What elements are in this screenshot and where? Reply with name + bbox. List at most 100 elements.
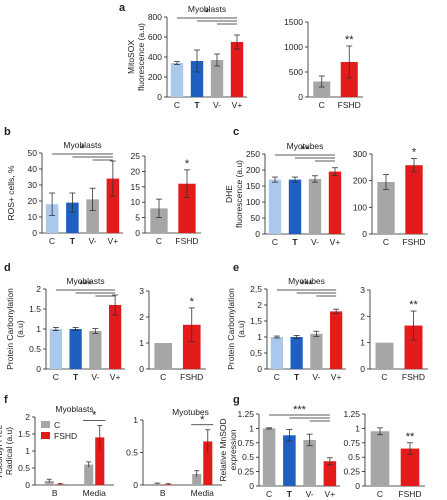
y-tick-label: 0 — [36, 364, 41, 374]
significance-marker: * — [185, 158, 190, 170]
y-axis-label: fluorescence (a.u) — [234, 160, 244, 228]
y-tick-label: 800 — [148, 12, 162, 22]
panel-letter-f: f — [4, 394, 8, 406]
x-tick-label: V- — [89, 236, 97, 246]
bar-c — [154, 343, 173, 369]
bar-c — [313, 81, 331, 97]
bar-c — [268, 179, 282, 234]
y-axis-label: Radical (a.u) — [4, 427, 14, 475]
bar-fshd — [340, 62, 358, 97]
y-axis-label: MitoSOX — [126, 40, 136, 74]
y-tick-label: 1500 — [284, 17, 303, 27]
y-tick-label: 5 — [135, 213, 140, 223]
significance-marker: ** — [301, 144, 310, 156]
y-tick-label: 0 — [362, 229, 367, 239]
y-tick-label: 0 — [355, 481, 360, 491]
y-axis-label: Ascorbyl Free — [0, 425, 4, 478]
legend-swatch-c — [41, 421, 50, 428]
y-tick-label: 2 — [25, 412, 30, 422]
y-tick-label: 1 — [139, 338, 144, 348]
y-tick-label: 600 — [148, 32, 162, 42]
bar-vminus — [86, 199, 99, 233]
y-axis-label: (a.u) — [236, 320, 246, 338]
bar-c — [262, 428, 276, 486]
y-tick-label: 3 — [139, 286, 144, 296]
y-tick-label: 15 — [131, 182, 141, 192]
x-tick-label: C — [272, 237, 278, 247]
bar-c-media — [192, 473, 202, 485]
bar-c — [270, 337, 283, 369]
x-tick-label: V- — [306, 489, 314, 499]
y-axis-label: Protein Carbonylation — [226, 288, 236, 370]
x-tick-label: C — [49, 236, 55, 246]
panel-letter-c: c — [233, 126, 239, 138]
x-tick-label: T — [294, 372, 300, 382]
x-tick-label: Media — [191, 488, 214, 498]
y-tick-label: 0.75 — [237, 438, 254, 448]
bar-fshd — [400, 448, 420, 486]
y-tick-label: 0.25 — [343, 467, 360, 477]
x-tick-label: T — [70, 236, 76, 246]
bar-fshd-media — [95, 437, 105, 485]
x-tick-label: V- — [311, 237, 319, 247]
bar-vplus — [109, 305, 122, 369]
x-tick-label: V+ — [110, 372, 121, 382]
bar-vplus — [328, 171, 342, 234]
significance-marker: * — [200, 414, 205, 426]
panel-letter-b: b — [4, 126, 11, 138]
bar-vminus — [89, 331, 102, 369]
legend-label: C — [54, 420, 60, 430]
y-tick-label: 1 — [36, 324, 41, 334]
bar-t — [66, 202, 79, 233]
bar-c — [150, 208, 168, 233]
panel-letter-g: g — [233, 394, 240, 406]
x-tick-label: V- — [213, 100, 221, 110]
bar-fshd-media — [203, 441, 213, 485]
y-tick-label: 1 — [257, 332, 262, 342]
y-tick-label: 30 — [28, 180, 38, 190]
x-tick-label: C — [160, 372, 166, 382]
y-tick-label: 400 — [148, 52, 162, 62]
y-tick-label: 200 — [353, 176, 367, 186]
bar-c — [170, 63, 184, 97]
subplot-title: Myoblasts — [55, 404, 93, 414]
bar-vminus — [303, 439, 316, 486]
y-tick-label: 50 — [251, 213, 261, 223]
panel-letter-a: a — [119, 2, 126, 14]
x-tick-label: FSHD — [402, 237, 425, 247]
x-tick-label: FSHD — [338, 100, 361, 110]
x-tick-label: C — [156, 236, 162, 246]
y-tick-label: 20 — [28, 196, 38, 206]
x-tick-label: C — [274, 372, 280, 382]
y-tick-label: 2 — [139, 312, 144, 322]
x-tick-label: B — [160, 488, 166, 498]
y-axis-label: expression — [228, 429, 238, 470]
bar-c — [375, 342, 394, 369]
y-tick-label: 0 — [139, 364, 144, 374]
y-tick-label: 0 — [25, 480, 30, 490]
subplot-title: Myoblasts — [66, 276, 104, 286]
x-tick-label: FSHD — [398, 489, 421, 499]
y-tick-label: 1.25 — [343, 409, 360, 419]
y-tick-label: 0.5 — [348, 452, 360, 462]
y-tick-label: 0 — [298, 92, 303, 102]
bar-vminus — [210, 60, 224, 97]
x-tick-label: C — [377, 489, 383, 499]
significance-marker: ** — [409, 299, 418, 311]
x-tick-label: V+ — [331, 372, 342, 382]
y-tick-label: 40 — [28, 164, 38, 174]
x-tick-label: C — [266, 489, 272, 499]
bar-vplus — [330, 311, 343, 369]
y-tick-label: 10 — [131, 197, 141, 207]
bar-vminus — [310, 333, 323, 369]
x-tick-label: V- — [91, 372, 99, 382]
y-tick-label: 200 — [148, 72, 162, 82]
y-tick-label: 0 — [135, 228, 140, 238]
y-axis-label: ROS+ cells, % — [6, 165, 16, 220]
y-tick-label: 3 — [360, 285, 365, 295]
legend-swatch-fshd — [41, 432, 50, 439]
y-tick-label: 0 — [360, 364, 365, 374]
y-tick-label: 150 — [246, 181, 260, 191]
subplot-title: Myotubes — [172, 407, 209, 417]
